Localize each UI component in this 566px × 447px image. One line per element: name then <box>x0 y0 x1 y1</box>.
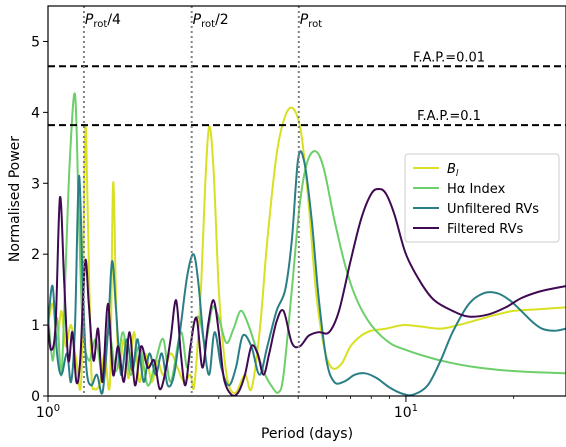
fap-label-0: F.A.P.=0.01 <box>413 50 485 65</box>
series-layer <box>48 92 566 396</box>
fap-label-1: F.A.P.=0.1 <box>417 109 481 124</box>
y-tick-label-4: 4 <box>31 105 40 121</box>
y-tick-label-5: 5 <box>31 34 40 50</box>
period-marker-label-1: Prot/2 <box>193 12 229 30</box>
legend-label-2: Unfiltered RVs <box>447 202 539 217</box>
series-line-3 <box>48 187 566 396</box>
y-tick-label-1: 1 <box>31 318 40 334</box>
legend-label-0: Bl <box>447 162 459 179</box>
series-line-1 <box>48 92 566 394</box>
legend-label-3: Filtered RVs <box>447 222 524 237</box>
x-tick-label-1: 101 <box>394 403 418 421</box>
y-tick-label-2: 2 <box>31 247 40 263</box>
labels-layer: Period (days) Normalised Power <box>7 136 353 442</box>
series-line-2 <box>48 150 566 396</box>
guide-lines-layer: F.A.P.=0.01 F.A.P.=0.1 Prot/4 Prot/2 Prot <box>48 6 566 396</box>
ticks-layer: 0 1 2 3 4 5 100 101 <box>31 34 515 421</box>
axes-frame <box>47 5 566 397</box>
period-marker-label-2: Prot <box>300 12 322 30</box>
series-line-0 <box>48 106 566 395</box>
legend: Bl Hα Index Unfiltered RVs Filtered RVs <box>404 153 560 243</box>
legend-label-1: Hα Index <box>447 182 506 197</box>
y-tick-label-3: 3 <box>31 176 40 192</box>
y-axis-label: Normalised Power <box>7 136 23 262</box>
x-axis-label: Period (days) <box>261 426 353 442</box>
plot-frame <box>47 5 566 397</box>
y-tick-label-0: 0 <box>31 389 40 405</box>
legend-box <box>404 153 560 243</box>
period-marker-label-0: Prot/4 <box>85 12 121 30</box>
x-tick-label-0: 100 <box>36 403 60 421</box>
